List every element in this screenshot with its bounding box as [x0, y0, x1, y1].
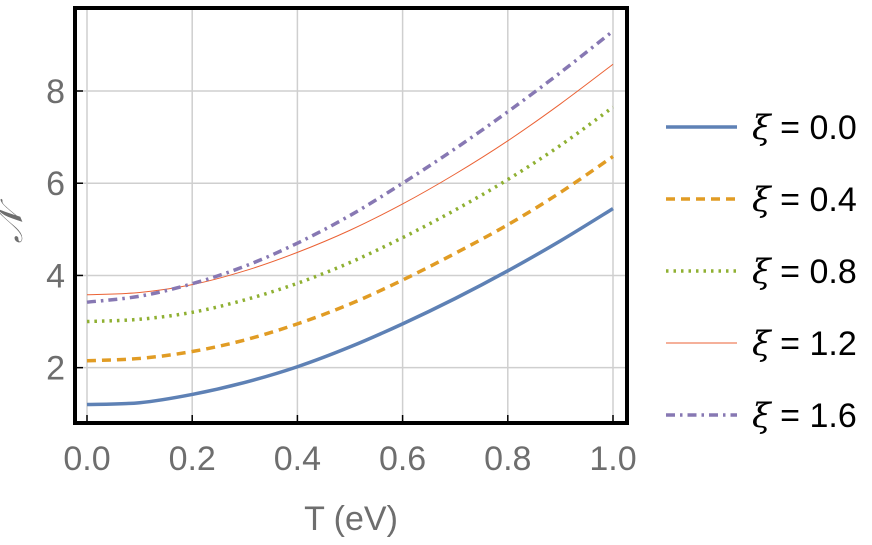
y-tick-label: 2: [46, 350, 65, 388]
x-tick-label: 0.8: [484, 440, 531, 478]
legend-value: = 0.8: [771, 253, 857, 291]
y-axis-title: 𝒩: [0, 198, 31, 243]
x-tick-label: 0.0: [63, 440, 110, 478]
legend-label: ξ = 0.4: [752, 180, 857, 220]
series-line: [87, 209, 613, 405]
x-tick-label: 1.0: [589, 440, 636, 478]
legend-value: = 1.6: [771, 397, 857, 435]
x-tick-label: 0.4: [274, 440, 321, 478]
series-lines: [87, 31, 613, 405]
legend: ξ = 0.0 ξ = 0.4 ξ = 0.8 ξ = 1.2 ξ = 1.6: [666, 108, 857, 436]
x-tick-label: 0.2: [169, 440, 216, 478]
x-axis-title: T (eV): [304, 500, 398, 538]
legend-value: = 0.0: [771, 109, 857, 147]
y-tick-label: 4: [46, 257, 65, 295]
y-tick-label: 8: [46, 73, 65, 111]
legend-label: ξ = 1.6: [752, 396, 857, 436]
legend-label: ξ = 0.8: [752, 252, 857, 292]
series-line: [87, 156, 613, 360]
x-tick-label: 0.6: [379, 440, 426, 478]
line-chart: 0.00.20.40.60.81.02468 T (eV) 𝒩 ξ = 0.0ξ…: [0, 0, 872, 545]
y-tick-label: 6: [46, 165, 65, 203]
legend-label: ξ = 1.2: [752, 324, 857, 364]
legend-value: = 1.2: [771, 325, 857, 363]
series-line: [87, 64, 613, 295]
legend-value: = 0.4: [771, 181, 857, 219]
legend-label: ξ = 0.0: [752, 108, 857, 148]
